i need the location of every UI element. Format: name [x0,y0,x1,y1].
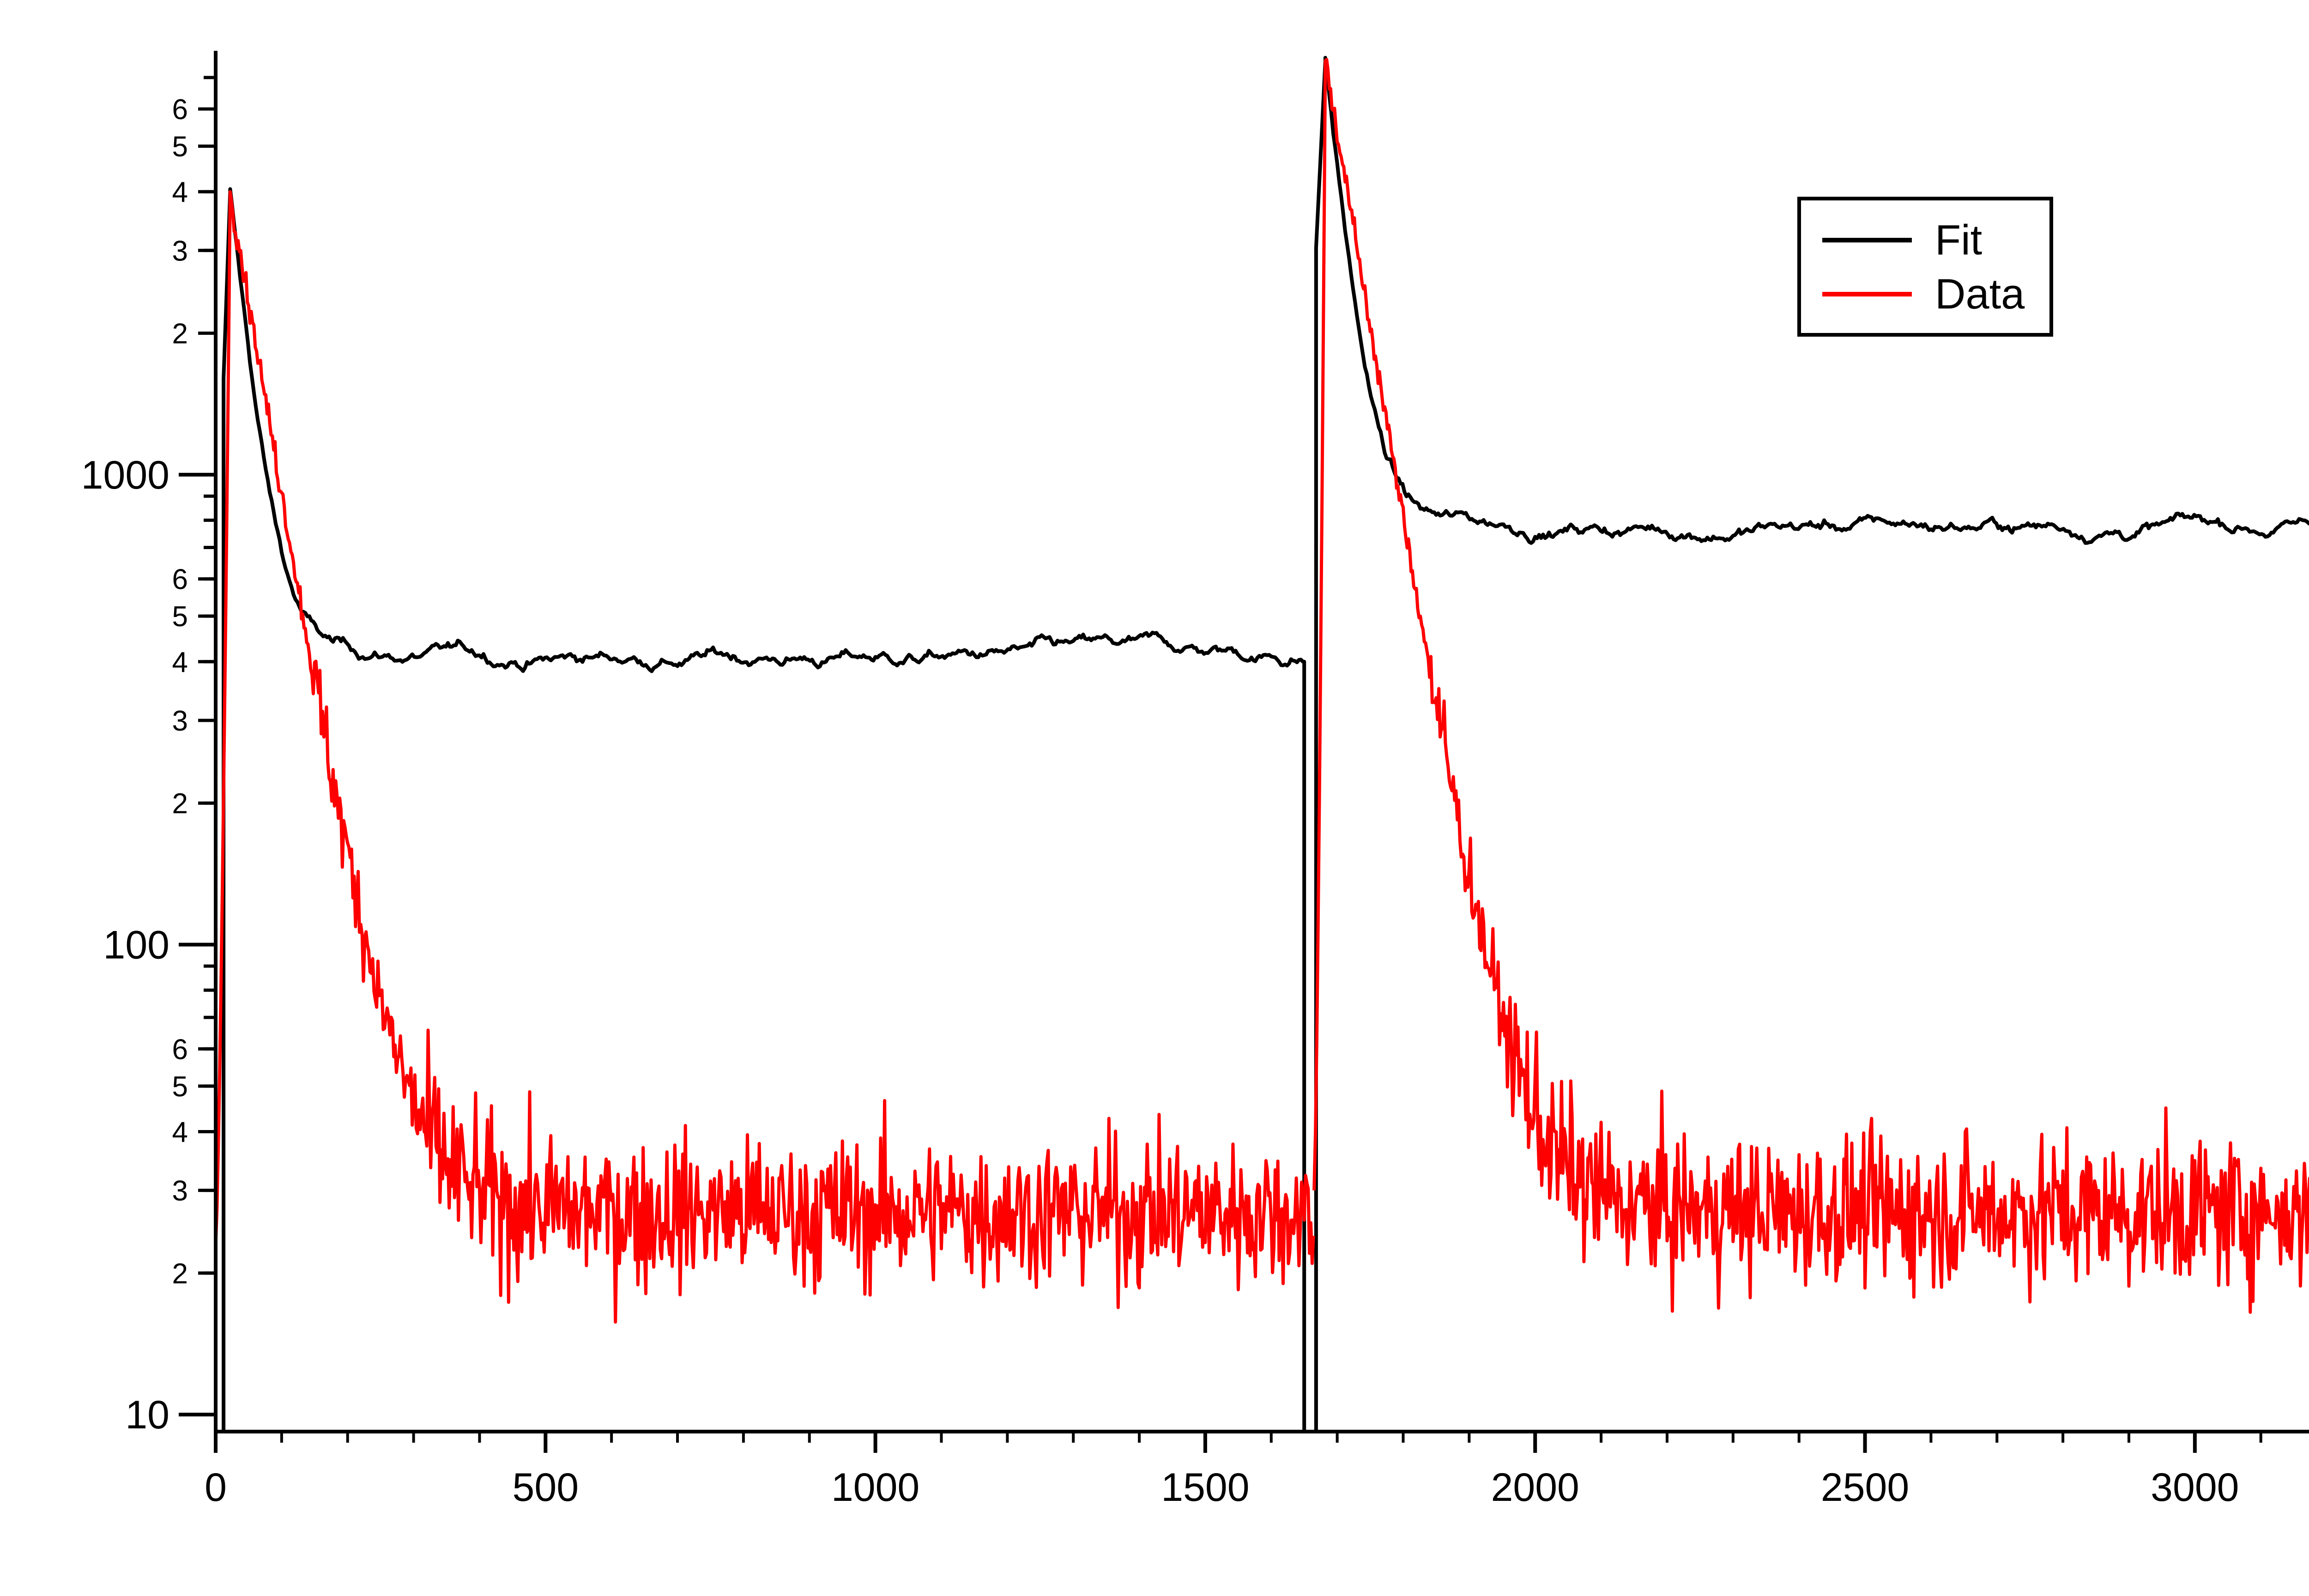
x-tick-label: 500 [513,1465,579,1510]
y-minor-tick-label: 2 [172,1258,188,1290]
y-minor-tick-label: 3 [172,705,188,737]
y-minor-tick-label: 6 [172,94,188,126]
x-tick-label: 1000 [831,1465,919,1510]
axes: 0 500 1000 1500 2000 2500 3000 2 3 4 5 6 2 3 4 5 6 2 3 4 5 6 1… [81,51,2309,1510]
x-tick-label: 0 [205,1465,227,1510]
y-minor-tick-label: 3 [172,1175,188,1207]
x-tick-label: 2500 [1821,1465,1909,1510]
data-line-segment-1 [214,190,1315,1324]
y-minor-tick-label: 5 [172,1071,188,1103]
y-minor-tick-label: 2 [172,788,188,820]
y-minor-tick-label: 3 [172,235,188,267]
y-minor-tick-label: 4 [172,176,188,208]
y-minor-tick-label: 4 [172,1116,188,1148]
legend-label-fit: Fit [1935,217,1982,264]
fit-line-segment-1 [222,187,1306,1432]
y-minor-tick-label: 2 [172,318,188,350]
legend-box [1797,197,2053,337]
fit-line-segment-2 [1314,56,2309,1432]
legend: Fit Data [1797,197,2053,337]
y-minor-tick-label: 5 [172,601,188,633]
legend-label-data: Data [1935,271,2025,318]
y-minor-tick-label: 6 [172,1034,188,1065]
x-tick-label: 3000 [2151,1465,2239,1510]
plot-lines [214,56,2309,1432]
data-line-segment-2 [1312,58,2309,1314]
y-minor-tick-label: 6 [172,564,188,596]
y-major-tick-label: 1000 [81,453,169,497]
y-minor-tick-label: 5 [172,131,188,163]
x-tick-label: 2000 [1491,1465,1579,1510]
y-major-tick-label: 100 [103,923,170,967]
y-minor-tick-label: 4 [172,647,188,678]
y-major-tick-label: 10 [125,1393,169,1437]
x-tick-label: 1500 [1161,1465,1249,1510]
